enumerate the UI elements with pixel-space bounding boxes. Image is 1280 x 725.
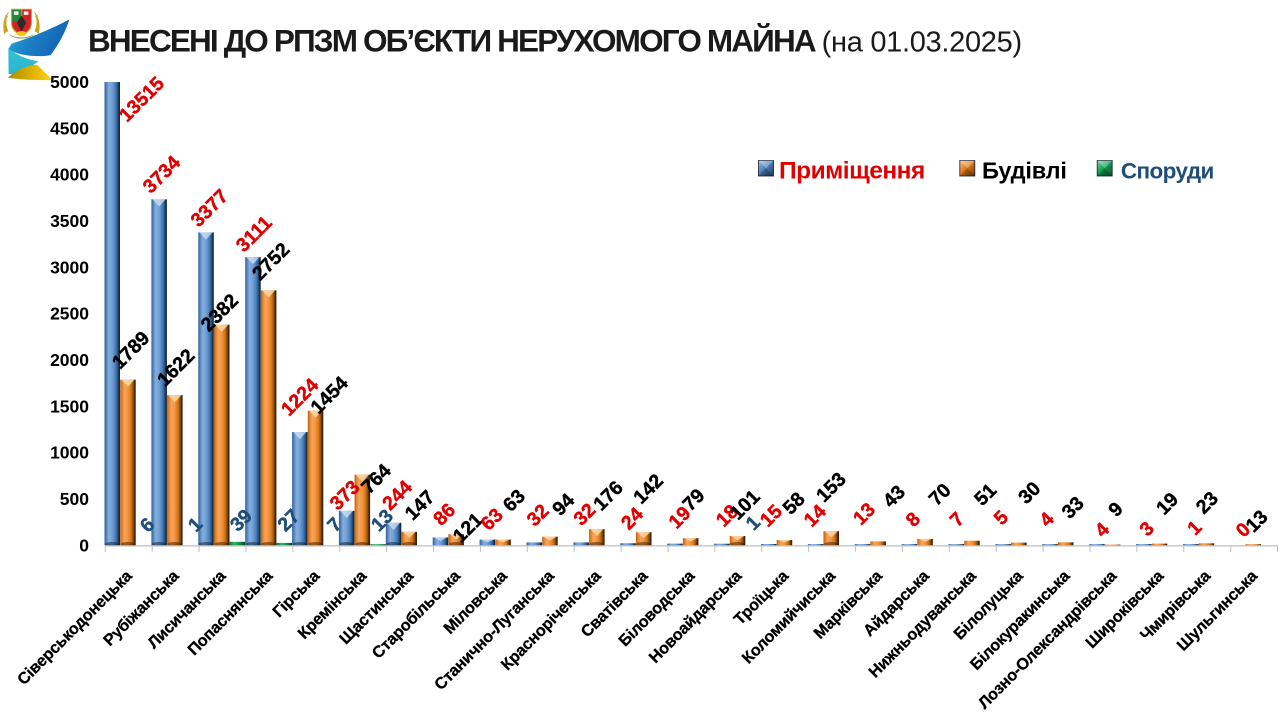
- svg-text:2000: 2000: [50, 350, 89, 370]
- svg-text:2500: 2500: [50, 304, 89, 324]
- svg-text:4000: 4000: [50, 165, 89, 185]
- svg-text:Приміщення: Приміщення: [779, 158, 925, 185]
- svg-text:500: 500: [60, 489, 89, 509]
- svg-text:3500: 3500: [50, 211, 89, 231]
- svg-text:0: 0: [79, 535, 89, 555]
- svg-text:Будівлі: Будівлі: [982, 158, 1067, 184]
- svg-text:1000: 1000: [50, 443, 89, 463]
- svg-text:4500: 4500: [50, 118, 89, 138]
- svg-text:3000: 3000: [50, 257, 89, 277]
- svg-text:ВНЕСЕНІ ДО РПЗМ ОБ’ЄКТИ НЕРУХО: ВНЕСЕНІ ДО РПЗМ ОБ’ЄКТИ НЕРУХОМОГО МАЙНА…: [88, 23, 1022, 59]
- svg-text:5000: 5000: [50, 72, 89, 92]
- svg-text:Споруди: Споруди: [1121, 159, 1214, 184]
- svg-text:1500: 1500: [50, 396, 89, 416]
